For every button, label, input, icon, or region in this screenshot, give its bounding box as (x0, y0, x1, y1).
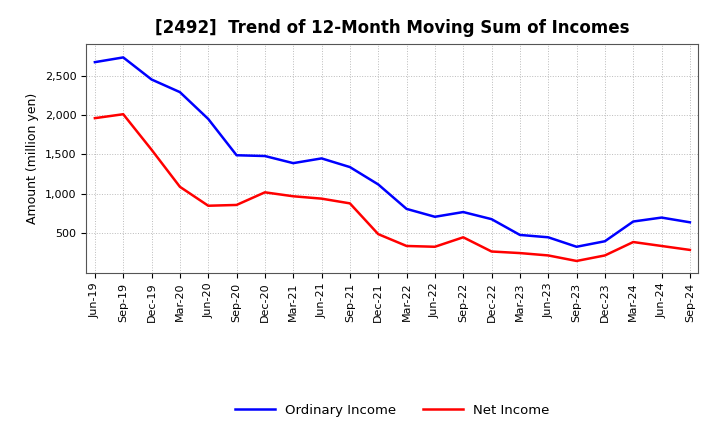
Ordinary Income (148, 77, 156, 82)
Ordinary Income (657, 215, 666, 220)
Ordinary Income (91, 59, 99, 65)
Net Income (318, 196, 326, 201)
Legend: Ordinary Income, Net Income: Ordinary Income, Net Income (230, 398, 555, 422)
Ordinary Income (402, 206, 411, 212)
Ordinary Income (233, 153, 241, 158)
Net Income (91, 116, 99, 121)
Ordinary Income (289, 161, 297, 166)
Title: [2492]  Trend of 12-Month Moving Sum of Incomes: [2492] Trend of 12-Month Moving Sum of I… (155, 19, 630, 37)
Net Income (572, 258, 581, 264)
Net Income (402, 243, 411, 249)
Ordinary Income (516, 232, 524, 238)
Net Income (685, 247, 694, 253)
Net Income (657, 243, 666, 249)
Ordinary Income (544, 235, 552, 240)
Ordinary Income (176, 89, 184, 95)
Ordinary Income (204, 116, 212, 121)
Ordinary Income (318, 156, 326, 161)
Ordinary Income (119, 55, 127, 60)
Net Income (176, 184, 184, 190)
Ordinary Income (600, 238, 609, 244)
Line: Net Income: Net Income (95, 114, 690, 261)
Net Income (374, 231, 382, 237)
Net Income (233, 202, 241, 208)
Net Income (459, 235, 467, 240)
Line: Ordinary Income: Ordinary Income (95, 57, 690, 247)
Net Income (148, 147, 156, 152)
Ordinary Income (346, 165, 354, 170)
Net Income (629, 239, 637, 245)
Ordinary Income (431, 214, 439, 220)
Y-axis label: Amount (million yen): Amount (million yen) (27, 93, 40, 224)
Net Income (600, 253, 609, 258)
Net Income (204, 203, 212, 209)
Net Income (261, 190, 269, 195)
Net Income (289, 194, 297, 199)
Ordinary Income (459, 209, 467, 215)
Net Income (516, 250, 524, 256)
Net Income (544, 253, 552, 258)
Ordinary Income (572, 244, 581, 249)
Net Income (487, 249, 496, 254)
Ordinary Income (629, 219, 637, 224)
Ordinary Income (261, 154, 269, 159)
Ordinary Income (487, 216, 496, 222)
Net Income (346, 201, 354, 206)
Net Income (119, 112, 127, 117)
Ordinary Income (685, 220, 694, 225)
Net Income (431, 244, 439, 249)
Ordinary Income (374, 182, 382, 187)
